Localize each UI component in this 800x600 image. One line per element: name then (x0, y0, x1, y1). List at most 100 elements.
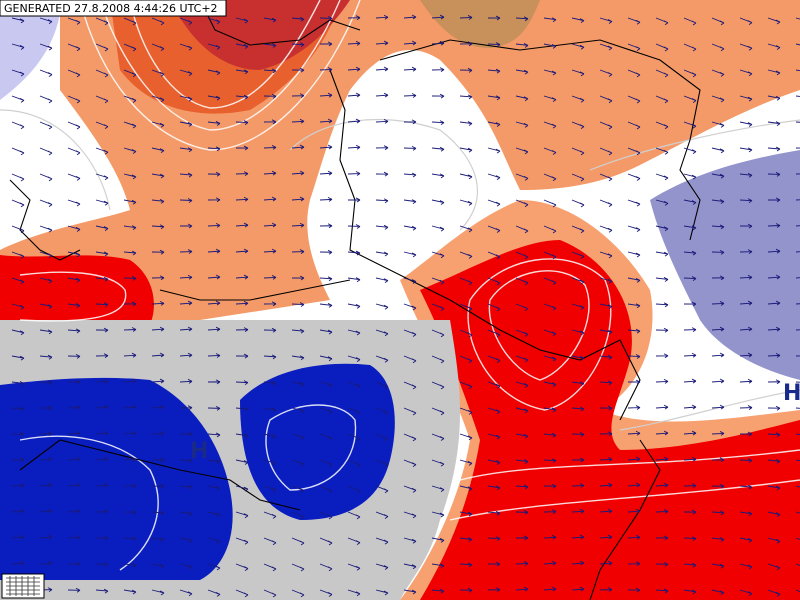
wind-arrow (599, 534, 613, 540)
wind-arrow (207, 405, 221, 411)
wind-arrow (151, 275, 165, 281)
wind-arrow (459, 147, 473, 153)
wind-arrow (403, 40, 417, 46)
wind-arrow (655, 588, 669, 594)
wind-arrow (655, 43, 669, 52)
wind-arrow (207, 589, 221, 597)
wind-arrow (515, 251, 529, 260)
wind-arrow (95, 588, 109, 594)
wind-arrow (683, 378, 697, 384)
wind-arrow (291, 42, 305, 48)
wind-arrow (179, 249, 193, 254)
wind-arrow (319, 485, 333, 494)
wind-arrow (95, 378, 109, 384)
wind-arrow (459, 433, 473, 441)
wind-arrow (599, 69, 613, 77)
wind-arrow (123, 276, 137, 281)
wind-arrow (207, 43, 221, 50)
wind-arrow (319, 329, 333, 335)
wind-arrow (431, 407, 445, 416)
wind-arrow (487, 381, 501, 389)
wind-arrow (347, 15, 361, 21)
wind-arrow (515, 277, 529, 286)
wind-arrow (627, 303, 641, 309)
wind-arrow (655, 327, 669, 333)
wind-arrow (11, 431, 25, 437)
wind-arrow (487, 147, 501, 154)
wind-arrow (795, 407, 800, 409)
wind-arrow (487, 587, 501, 592)
wind-arrow (767, 43, 781, 50)
wind-arrow (11, 95, 25, 103)
wind-arrow (599, 121, 613, 130)
wind-arrow (627, 482, 641, 488)
wind-arrow (655, 509, 669, 514)
wind-arrow (431, 67, 445, 73)
wind-arrow (375, 198, 389, 204)
wind-arrow (739, 537, 753, 543)
wind-arrow (487, 561, 501, 567)
wind-arrow (459, 485, 473, 492)
wind-arrow (487, 251, 501, 260)
wind-arrow (95, 456, 109, 462)
wind-arrow (655, 430, 669, 436)
border (19, 439, 301, 511)
wind-arrow (319, 223, 333, 229)
wind-arrow (515, 586, 529, 592)
contour (488, 270, 590, 381)
wind-arrow (403, 433, 417, 442)
wind-arrow (67, 430, 81, 436)
wind-arrow (179, 484, 193, 490)
wind-arrow (543, 407, 557, 413)
wind-arrow (95, 225, 109, 231)
wind-arrow (459, 562, 473, 568)
wind-arrow (431, 40, 445, 46)
wind-arrow (515, 459, 529, 464)
wind-arrow (11, 43, 25, 50)
wind-arrow (515, 484, 529, 490)
wind-arrow (571, 69, 585, 77)
wind-arrow (207, 326, 221, 332)
wind-arrow (95, 173, 109, 181)
wind-arrow (67, 561, 81, 567)
wind-arrow (319, 589, 333, 597)
wind-arrow (207, 459, 221, 464)
wind-arrow (739, 326, 753, 332)
wind-arrow (767, 352, 781, 358)
contour (79, 0, 361, 151)
wind-arrow (767, 197, 781, 203)
wind-arrow (179, 458, 193, 464)
wind-arrow (739, 589, 753, 596)
wind-arrow (459, 15, 473, 20)
wind-arrow (711, 95, 725, 103)
wind-arrow (67, 353, 81, 359)
wind-arrow (543, 95, 557, 102)
wind-arrow (375, 14, 389, 20)
wind-arrow (459, 459, 473, 466)
wind-arrow (263, 327, 277, 333)
wind-arrow (319, 15, 333, 21)
wind-arrow (151, 198, 165, 204)
wind-arrow (263, 354, 277, 360)
wind-arrow (543, 483, 557, 489)
wind-arrow (795, 225, 800, 227)
wind-arrow (39, 534, 53, 540)
wind-arrow (235, 69, 249, 75)
wind-arrow (599, 147, 613, 156)
wind-arrow (767, 248, 781, 254)
wind-arrow (795, 199, 800, 201)
wind-arrow (487, 355, 501, 363)
wind-arrow (123, 378, 137, 384)
wind-arrow (739, 378, 753, 384)
wind-arrow (123, 173, 137, 180)
wind-arrow (151, 300, 165, 306)
wind-arrow (347, 563, 361, 571)
wind-arrow (795, 459, 800, 462)
wind-arrow (683, 589, 697, 595)
wind-arrow (627, 43, 641, 51)
wind-arrow (431, 251, 445, 259)
wind-arrow (235, 537, 249, 545)
wind-arrow (39, 431, 53, 436)
wind-arrow (571, 173, 585, 182)
wind-arrow (767, 223, 781, 228)
